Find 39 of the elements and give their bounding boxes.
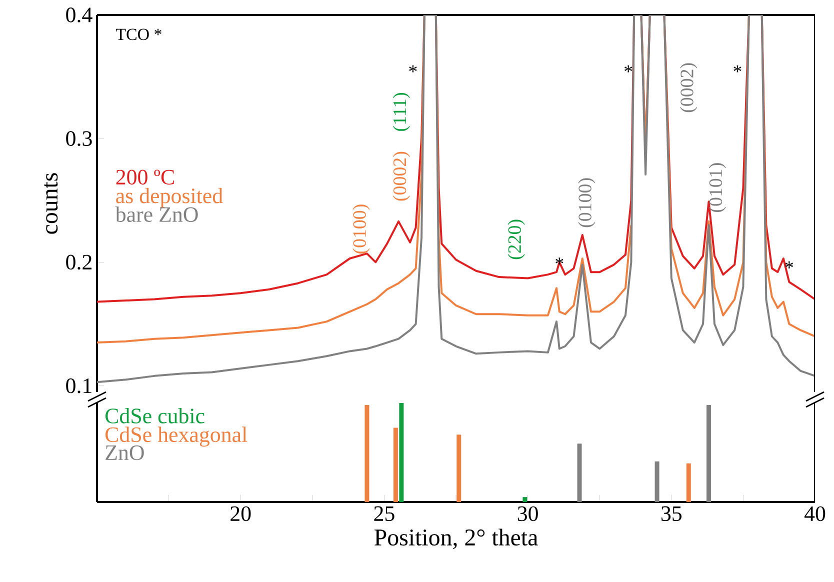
x-axis-title: Position, 2° theta [374, 528, 538, 550]
annotation: (0101) [708, 163, 726, 212]
y-tick-label: 0.4 [66, 8, 92, 22]
y-tick-label: 0.1 [66, 378, 92, 394]
x-tick-label: 35 [661, 506, 682, 522]
text: ZnO [106, 445, 144, 460]
x-tick-label: 30 [518, 506, 538, 522]
annotation: (111) [392, 92, 410, 131]
y-tick-label: 0.3 [66, 131, 92, 146]
annotation: (0100) [352, 204, 370, 254]
annotation: TCO * [116, 28, 162, 40]
annotation: (220) [508, 220, 525, 260]
annotation: * [624, 65, 632, 72]
text: bare ZnO [115, 206, 198, 222]
bar [577, 444, 582, 502]
bar [522, 497, 528, 502]
y-tick-label: 0.2 [66, 254, 92, 270]
annotation: (0100) [578, 178, 596, 228]
y-axis-title: counts [44, 173, 58, 234]
bar [706, 404, 711, 502]
bar [364, 404, 370, 502]
annotation: * [785, 261, 793, 268]
x-tick-label: 40 [804, 506, 826, 522]
annotation: * [734, 65, 742, 72]
text: CdSe hexagonal [105, 426, 248, 447]
x-tick-label: 20 [230, 506, 251, 522]
annotation: (0002) [392, 152, 410, 201]
bar [393, 428, 398, 502]
annotation: * [556, 258, 564, 265]
text: CdSe cubic [105, 408, 204, 424]
text: 200 ºC [116, 170, 174, 185]
annotation: * [409, 65, 417, 72]
text: as deposited [116, 188, 223, 208]
bar [399, 402, 404, 502]
bar [686, 463, 691, 502]
x-tick-label: 25 [374, 506, 394, 522]
annotation: (0002) [680, 63, 698, 112]
bar [456, 434, 462, 502]
bar [654, 461, 660, 502]
